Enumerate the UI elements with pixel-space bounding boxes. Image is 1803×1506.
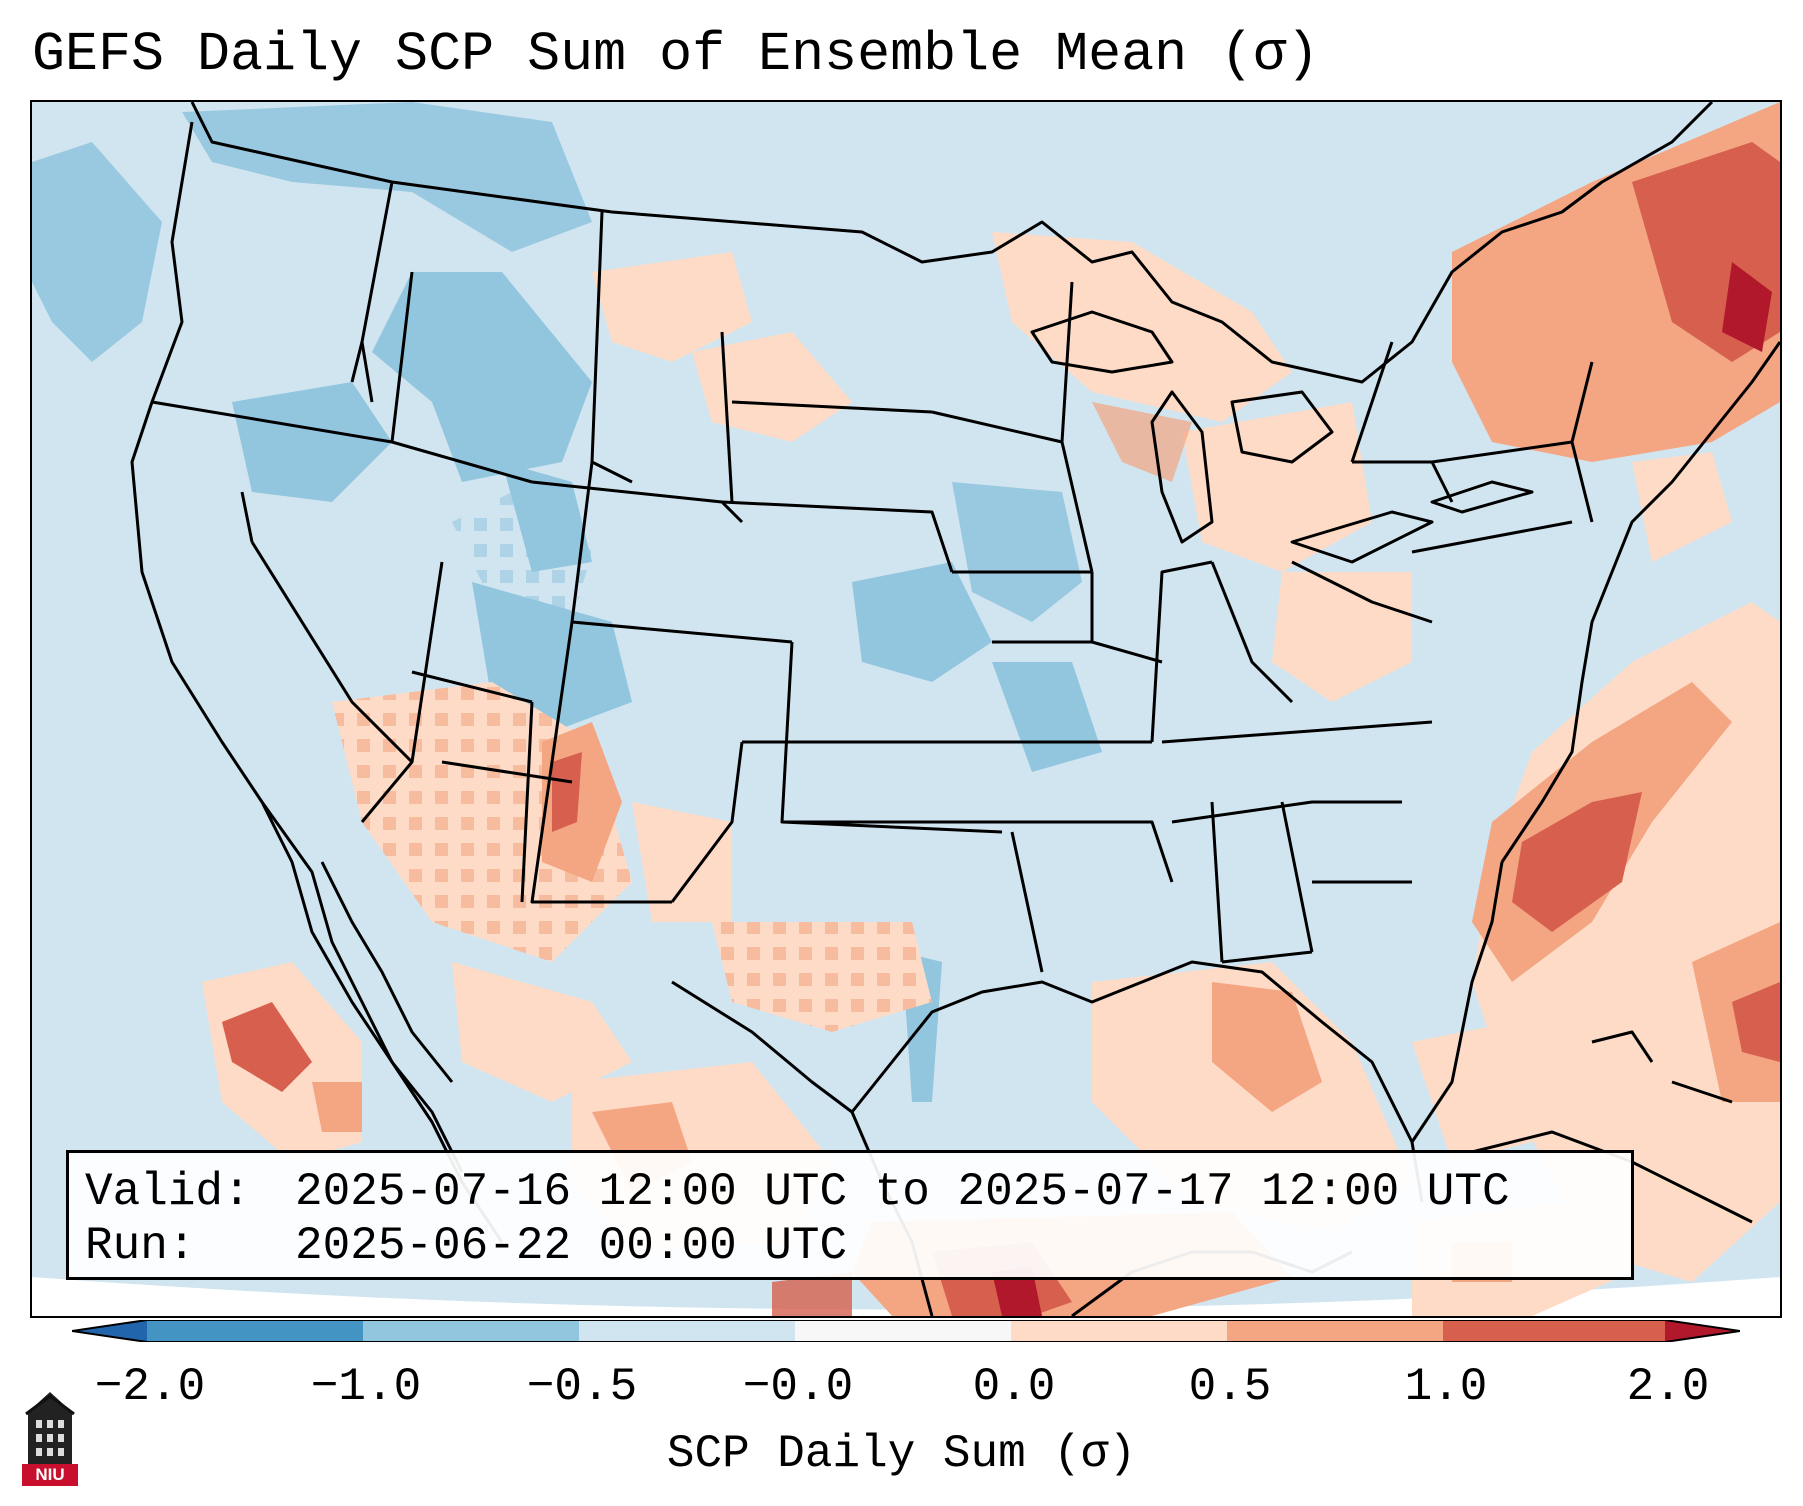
colorbar-tick-label: −1.0 [310,1361,422,1413]
colorbar-segment [1011,1320,1227,1342]
map-boundaries [130,102,1780,1316]
run-label: Run: [85,1220,196,1272]
colorbar-segment [1443,1320,1665,1342]
valid-label: Valid: [85,1166,251,1218]
validity-info-box: Valid: 2025-07-16 12:00 UTC to 2025-07-17… [66,1150,1634,1280]
colorbar-over-arrow [1665,1320,1740,1342]
run-value: 2025-06-22 00:00 UTC [295,1220,848,1272]
niu-logo-text: NIU [22,1464,78,1486]
run-row: Run: 2025-06-22 00:00 UTC [85,1219,1631,1273]
valid-value: 2025-07-16 12:00 UTC to 2025-07-17 12:00… [295,1166,1510,1218]
colorbar-tick-label: −0.0 [742,1361,854,1413]
university-tower-icon [25,1392,75,1466]
colorbar-segment [1227,1320,1443,1342]
colorbar-tick-label: 0.0 [972,1361,1056,1413]
niu-logo: NIU [22,1390,78,1486]
scp-field [32,102,1780,1316]
colorbar-tick-label: 1.0 [1404,1361,1488,1413]
colorbar-under-arrow [72,1320,147,1342]
colorbar-segment [579,1320,795,1342]
colorbar-segment [363,1320,579,1342]
colorbar-tick-label: 0.5 [1188,1361,1272,1413]
scp-field-map [32,102,1780,1316]
colorbar-segment [147,1320,363,1342]
colorbar-tick-label: −2.0 [94,1361,206,1413]
chart-title: GEFS Daily SCP Sum of Ensemble Mean (σ) [32,23,1320,86]
colorbar-tick-label: 2.0 [1626,1361,1710,1413]
colorbar-tick-label: −0.5 [526,1361,638,1413]
colorbar-segment [795,1320,1011,1342]
map-panel [30,100,1782,1318]
valid-row: Valid: 2025-07-16 12:00 UTC to 2025-07-17… [85,1165,1631,1219]
colorbar [72,1320,1740,1342]
colorbar-label: SCP Daily Sum (σ) [666,1428,1137,1480]
